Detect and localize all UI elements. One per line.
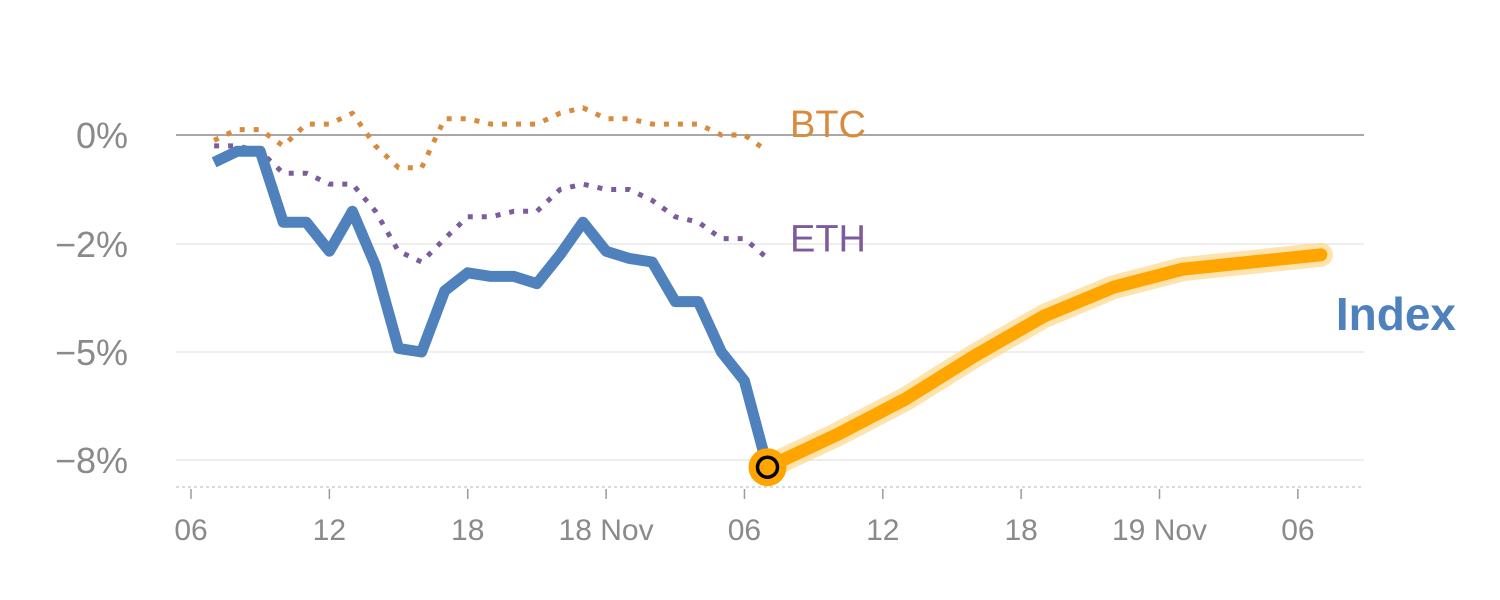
series-label-btc: BTC (790, 104, 866, 146)
index-line (211, 145, 773, 469)
eth-line (214, 143, 770, 265)
x-tick-label: 18 (451, 514, 484, 547)
current-point-marker (755, 455, 780, 479)
series-labels: BTC ETH Index (790, 104, 1456, 340)
x-axis: 06 12 18 18 Nov 06 12 18 19 Nov 06 (174, 486, 1364, 547)
btc-line (213, 105, 769, 171)
x-tick-label: 12 (313, 514, 346, 547)
series-label-eth: ETH (790, 219, 866, 261)
x-tick-label: 06 (1281, 514, 1314, 547)
plot-area (211, 105, 1333, 487)
y-tick-label: −5% (55, 332, 128, 373)
series-label-index: Index (1336, 288, 1457, 340)
x-tick-label: 06 (728, 514, 761, 547)
x-tick-label: 18 (1004, 514, 1037, 547)
x-tick-label: 12 (866, 514, 899, 547)
x-tick-label: 06 (174, 514, 207, 547)
y-axis: 0% −2% −5% −8% (55, 115, 128, 481)
y-tick-label: −8% (55, 440, 128, 481)
y-tick-label: −2% (55, 224, 128, 265)
y-tick-label: 0% (76, 115, 128, 156)
x-tick-label: 19 Nov (1112, 514, 1207, 547)
grid-lines (176, 134, 1364, 461)
index-forecast-line (761, 248, 1328, 474)
x-tick-label: 18 Nov (559, 514, 654, 547)
index-forecast-line-halo (755, 242, 1333, 480)
